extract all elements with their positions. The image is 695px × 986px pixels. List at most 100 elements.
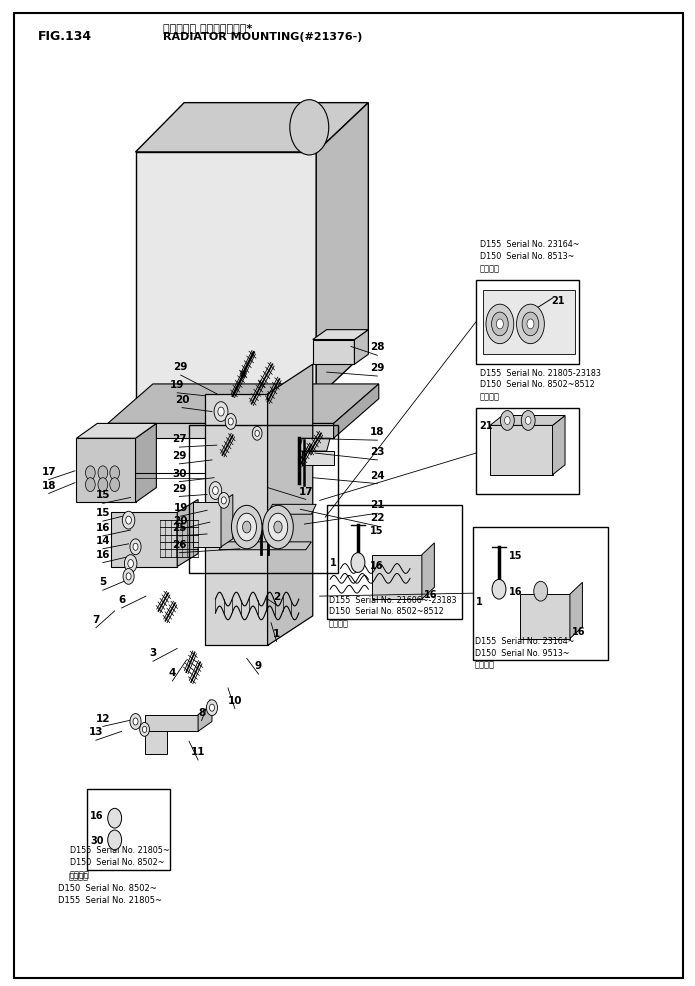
Circle shape [124, 555, 137, 573]
Polygon shape [219, 542, 311, 550]
Text: 29: 29 [370, 363, 384, 373]
Circle shape [491, 313, 508, 336]
Text: D155  Serial No. 21805-23183: D155 Serial No. 21805-23183 [480, 368, 600, 378]
Polygon shape [268, 365, 313, 646]
Text: 29: 29 [172, 451, 186, 460]
Text: 1: 1 [273, 628, 280, 638]
Text: 21: 21 [480, 421, 493, 431]
Polygon shape [483, 291, 575, 355]
Text: 2: 2 [273, 592, 280, 601]
Circle shape [128, 560, 133, 568]
Text: 28: 28 [370, 342, 384, 352]
Text: 10: 10 [228, 695, 242, 705]
Text: 7: 7 [92, 614, 99, 624]
Polygon shape [299, 439, 330, 452]
Text: 1: 1 [330, 557, 337, 567]
Polygon shape [193, 503, 221, 547]
Text: 16: 16 [370, 560, 384, 570]
Text: 20: 20 [175, 394, 189, 404]
Circle shape [255, 431, 259, 437]
Circle shape [126, 517, 131, 525]
Polygon shape [145, 715, 198, 732]
Text: 適用号機: 適用号機 [480, 391, 500, 401]
Circle shape [228, 418, 234, 426]
Text: 15: 15 [509, 550, 523, 560]
Circle shape [85, 478, 95, 492]
Text: 適用号機: 適用号機 [329, 618, 349, 628]
Text: 23: 23 [370, 447, 384, 457]
Circle shape [110, 478, 120, 492]
Circle shape [130, 539, 141, 555]
Text: 4: 4 [169, 668, 176, 677]
Polygon shape [490, 416, 565, 426]
Circle shape [130, 714, 141, 730]
Text: 15: 15 [370, 526, 384, 535]
Text: RADIATOR MOUNTING(#21376-): RADIATOR MOUNTING(#21376-) [163, 32, 363, 41]
Circle shape [123, 569, 134, 585]
Circle shape [98, 478, 108, 492]
Bar [87, 789, 170, 870]
Text: D150  Serial No. 8502~8512: D150 Serial No. 8502~8512 [480, 380, 594, 389]
Text: D155  Serial No. 21805~: D155 Serial No. 21805~ [58, 894, 162, 904]
Text: 30: 30 [90, 835, 104, 845]
Circle shape [237, 514, 256, 541]
Circle shape [133, 543, 138, 551]
Circle shape [108, 830, 122, 850]
Polygon shape [198, 705, 212, 732]
Text: 14: 14 [95, 535, 111, 545]
Circle shape [108, 809, 122, 828]
Circle shape [351, 553, 365, 573]
Text: 21: 21 [370, 500, 384, 510]
Bar [327, 506, 462, 619]
Circle shape [213, 487, 218, 495]
Polygon shape [302, 452, 334, 465]
Polygon shape [570, 583, 582, 639]
Polygon shape [136, 153, 316, 399]
Text: 15: 15 [96, 490, 110, 500]
Text: 17: 17 [41, 466, 56, 476]
Polygon shape [316, 104, 368, 399]
Text: D155  Serial No. 23164~: D155 Serial No. 23164~ [475, 636, 574, 646]
Circle shape [122, 512, 135, 529]
Polygon shape [313, 330, 368, 340]
Text: 27: 27 [172, 434, 187, 444]
Text: 15: 15 [96, 508, 110, 518]
Text: 16: 16 [96, 523, 110, 532]
Circle shape [206, 700, 218, 716]
Polygon shape [268, 505, 316, 515]
Text: D150  Serial No. 9513~: D150 Serial No. 9513~ [475, 648, 569, 658]
Circle shape [252, 427, 262, 441]
Polygon shape [334, 385, 379, 439]
Bar [189, 426, 338, 574]
Circle shape [505, 417, 510, 425]
Circle shape [85, 466, 95, 480]
Text: ラジエータ マウンティング*: ラジエータ マウンティング* [163, 23, 252, 33]
Polygon shape [221, 495, 233, 547]
Polygon shape [520, 595, 570, 639]
Text: 11: 11 [191, 746, 205, 756]
Polygon shape [372, 555, 422, 599]
Circle shape [218, 408, 224, 417]
Circle shape [290, 101, 329, 156]
Text: 1: 1 [476, 597, 483, 606]
Circle shape [225, 414, 236, 430]
Text: 適用号機: 適用号機 [480, 263, 500, 273]
Circle shape [214, 402, 228, 422]
Polygon shape [205, 394, 268, 646]
Text: D155  Serial No. 21805~: D155 Serial No. 21805~ [70, 845, 169, 855]
Text: FIG.134: FIG.134 [38, 30, 92, 43]
Circle shape [525, 417, 531, 425]
Text: 5: 5 [99, 577, 106, 587]
Polygon shape [177, 500, 198, 567]
Polygon shape [490, 426, 553, 475]
Text: D150  Serial No. 8502~8512: D150 Serial No. 8502~8512 [329, 606, 443, 616]
Text: 16: 16 [90, 810, 104, 820]
Circle shape [268, 514, 288, 541]
Text: D155  Serial No. 21606~-23183: D155 Serial No. 21606~-23183 [329, 595, 456, 604]
Text: 6: 6 [118, 595, 125, 604]
Circle shape [209, 482, 222, 500]
Circle shape [521, 411, 535, 431]
Text: 16: 16 [572, 626, 585, 636]
Text: 22: 22 [370, 513, 384, 523]
Text: 3: 3 [149, 648, 156, 658]
